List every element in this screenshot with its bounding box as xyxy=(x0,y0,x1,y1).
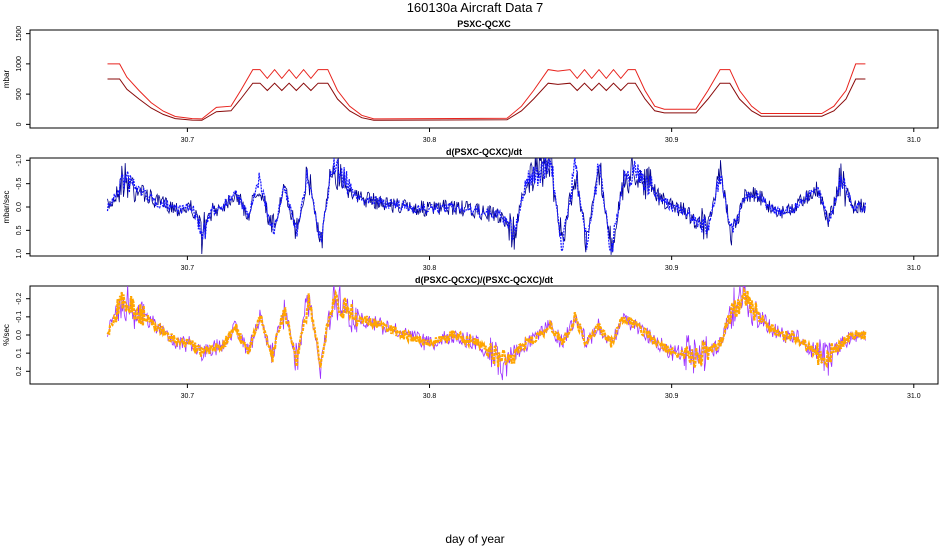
y-axis-label: mbar xyxy=(2,70,11,89)
y-axis-label: mbar/sec xyxy=(2,191,11,224)
x-tick-label: 30.8 xyxy=(423,265,437,272)
chart-panels: PSXC-QCXC mbar 30.7 30.8 30.9 31.0 0 500 1000 150… xyxy=(2,19,939,400)
series-line-upper xyxy=(107,63,866,120)
x-tick-label: 30.7 xyxy=(181,393,195,400)
y-tick-label: 1.0 xyxy=(16,249,23,259)
x-tick-label: 31.0 xyxy=(907,393,921,400)
x-tick-label: 30.9 xyxy=(665,137,679,144)
panel-frame xyxy=(29,29,939,129)
x-tick-label: 30.7 xyxy=(181,265,195,272)
y-tick-label: 1500 xyxy=(16,26,23,42)
figure-title: 160130a Aircraft Data 7 xyxy=(407,0,544,15)
panel-plot-area xyxy=(106,158,866,255)
y-tick-label: -1.0 xyxy=(16,154,23,166)
x-tick-label: 31.0 xyxy=(907,137,921,144)
y-tick-label: 0 xyxy=(16,122,23,126)
series-line-raw xyxy=(107,286,866,381)
x-tick-label: 30.9 xyxy=(665,393,679,400)
y-tick-label: 500 xyxy=(16,88,23,100)
series-line-smoothed xyxy=(106,286,867,369)
y-tick-label: 0.2 xyxy=(16,366,23,376)
x-tick-label: 30.9 xyxy=(665,265,679,272)
panel-title: PSXC-QCXC xyxy=(457,19,511,29)
x-tick-label: 30.8 xyxy=(423,137,437,144)
series-line-lower xyxy=(107,78,866,121)
panel-title: d(PSXC-QCXC)/dt xyxy=(446,147,522,157)
y-tick-label: -0.5 xyxy=(16,178,23,190)
panel-plot-area xyxy=(107,63,866,121)
series-line-smoothed xyxy=(106,158,866,253)
y-tick-label: -0.2 xyxy=(16,293,23,305)
y-tick-label: 0.5 xyxy=(16,225,23,235)
series-line-raw xyxy=(107,158,866,255)
y-axis-label: %/sec xyxy=(2,324,11,346)
y-tick-label: 0.0 xyxy=(16,330,23,340)
x-tick-label: 30.8 xyxy=(423,393,437,400)
x-axis-label: day of year xyxy=(445,532,504,546)
y-tick-label: 0.0 xyxy=(16,202,23,212)
y-tick-label: -0.1 xyxy=(16,311,23,323)
x-tick-label: 30.7 xyxy=(181,137,195,144)
panel-title: d(PSXC-QCXC)/(PSXC-QCXC)/dt xyxy=(415,275,553,285)
y-tick-label: 1000 xyxy=(16,56,23,72)
panel-plot-area xyxy=(106,286,867,381)
y-tick-label: 0.1 xyxy=(16,348,23,358)
x-tick-label: 31.0 xyxy=(907,265,921,272)
